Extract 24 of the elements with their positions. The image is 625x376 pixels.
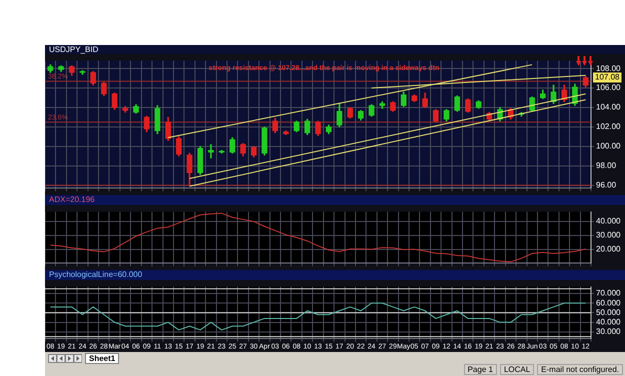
y-tick-label: 104.00 <box>596 102 622 112</box>
text: Page 1 <box>464 364 497 375</box>
y-tick-label: 98.00 <box>596 161 617 170</box>
y-tick-label: 70.000 <box>596 288 622 298</box>
text: E-mail not configured. <box>537 364 623 375</box>
text: LOCAL <box>500 364 534 375</box>
y-tick-label: 102.00 <box>596 122 622 132</box>
annotation: 107.08 <box>595 72 620 82</box>
chart-title: PsychologicalLine=60.000 <box>49 270 142 279</box>
y-tick-label: 108.00 <box>596 64 622 73</box>
y-tick-label: 50.000 <box>596 308 622 317</box>
y-tick-label: 30.000 <box>596 230 622 240</box>
y-tick-label: 20.000 <box>596 244 622 254</box>
y-tick-label: 96.00 <box>596 180 617 190</box>
chart-title: USDJPY_BID <box>49 45 98 54</box>
text: Sheet1 <box>85 353 120 364</box>
chart-title: ADX=20.196 <box>49 195 95 204</box>
y-tick-label: 40.000 <box>596 317 622 326</box>
candlestick <box>208 144 214 158</box>
y-tick-label: 60.000 <box>596 298 622 308</box>
y-tick-label: 100.00 <box>596 142 622 151</box>
y-tick-label: 40.000 <box>596 216 622 226</box>
y-tick-label: 30.000 <box>596 327 622 336</box>
y-tick-label: 106.00 <box>596 83 622 92</box>
